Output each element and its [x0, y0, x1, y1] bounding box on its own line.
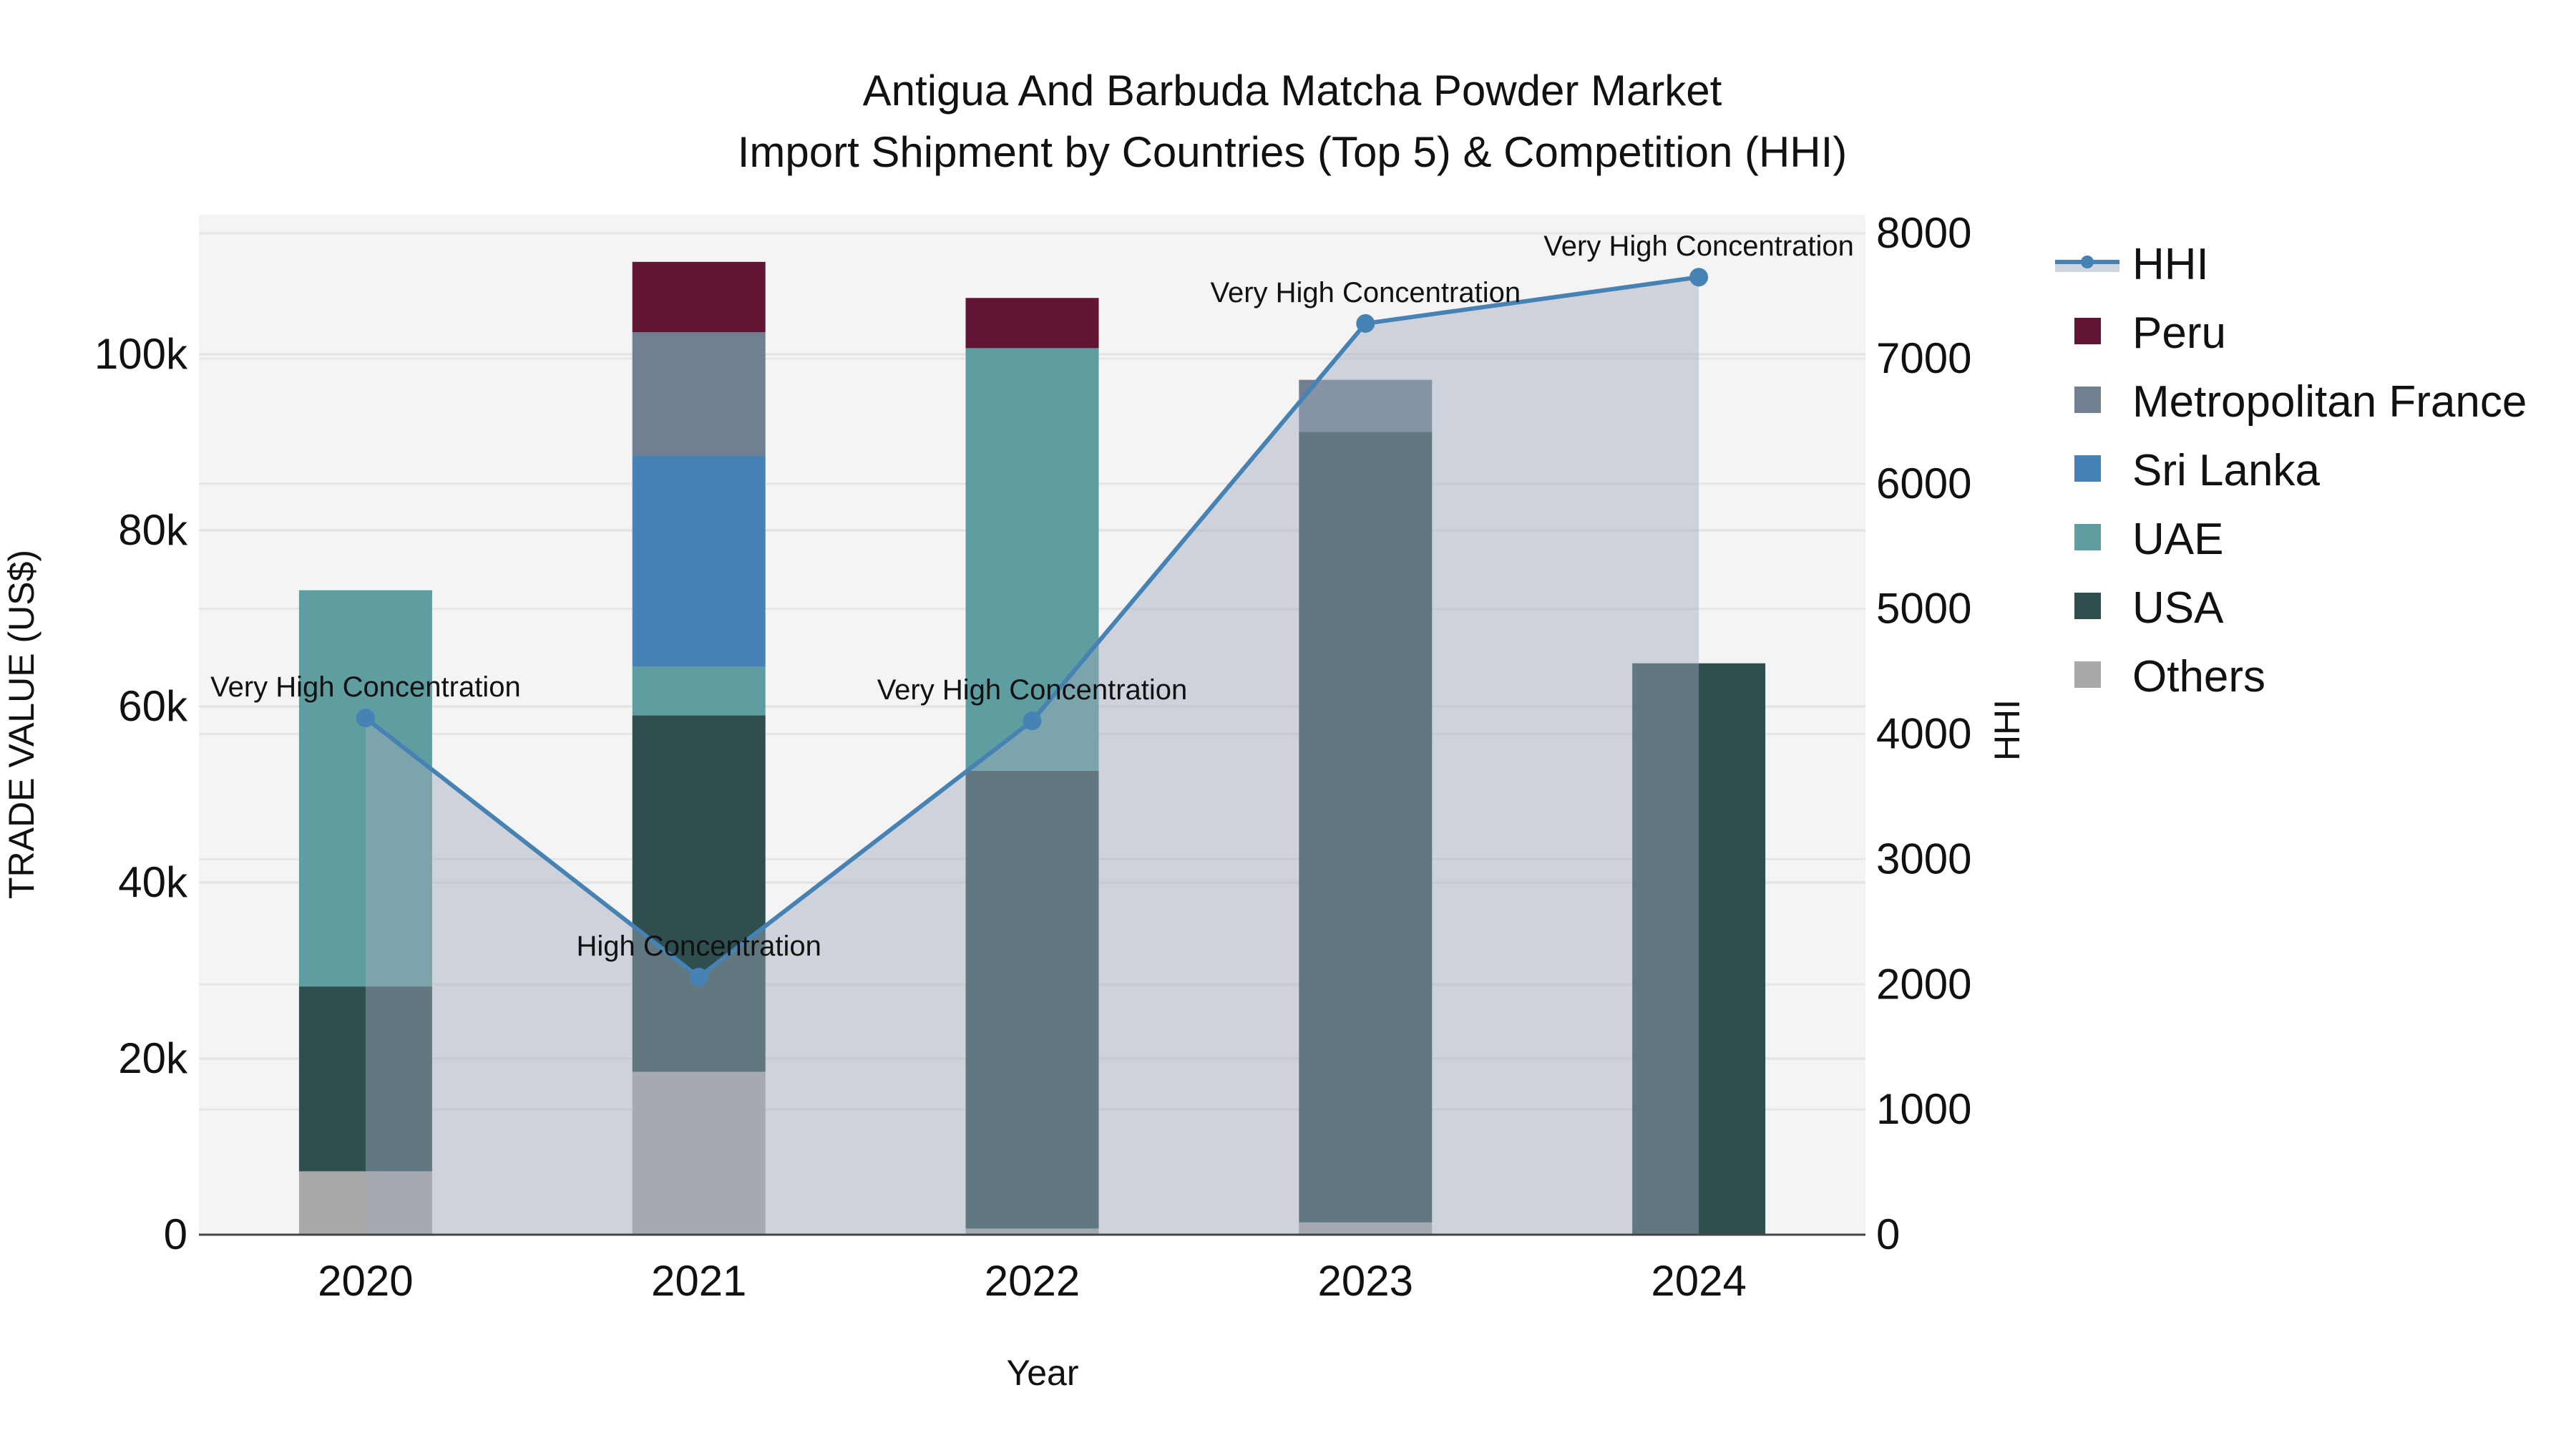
- chart-title-line2: Import Shipment by Countries (Top 5) & C…: [738, 128, 1848, 176]
- hhi-annotation-2024: Very High Concentration: [1543, 230, 1854, 262]
- legend-swatch-icon: [2074, 593, 2101, 619]
- legend-label: Others: [2132, 652, 2265, 701]
- legend-label: Peru: [2132, 308, 2226, 358]
- hhi-annotation-2023: Very High Concentration: [1211, 277, 1521, 308]
- bar-segment-others-2021[interactable]: [632, 1071, 766, 1235]
- hhi-point-2022[interactable]: [1023, 711, 1042, 731]
- bar-segment-usa-2023[interactable]: [1299, 432, 1433, 1223]
- y-right-ticks: 0 1000 2000 3000 4000 5000 6000 7000 8000: [1876, 209, 1971, 1258]
- chart-title-line1: Antigua And Barbuda Matcha Powder Market: [863, 67, 1722, 115]
- legend-swatch-icon: [2074, 318, 2101, 344]
- y-left-axis-title: TRADE VALUE (US$): [1, 550, 42, 899]
- x-tick-label-2023: 2023: [1318, 1257, 1413, 1305]
- hhi-annotation-2020: Very High Concentration: [210, 671, 521, 703]
- y-left-tick-label: 20k: [118, 1034, 188, 1082]
- y-right-tick-label: 2000: [1876, 960, 1971, 1008]
- y-right-tick-label: 4000: [1876, 710, 1971, 758]
- hhi-point-2024[interactable]: [1689, 268, 1709, 287]
- hhi-line: [356, 268, 1709, 987]
- legend: HHI Peru Metropolitan France Sri Lanka UAE US…: [2055, 240, 2527, 701]
- bar-segment-others-2022[interactable]: [965, 1228, 1099, 1235]
- y-right-tick-label: 3000: [1876, 835, 1971, 883]
- legend-item-sri-lanka[interactable]: Sri Lanka: [2074, 446, 2320, 495]
- hhi-point-2021[interactable]: [689, 968, 708, 987]
- legend-item-usa[interactable]: USA: [2074, 583, 2224, 633]
- y-left-tick-label: 100k: [94, 330, 188, 378]
- x-axis-title: Year: [1006, 1353, 1078, 1393]
- y-left-tick-label: 40k: [118, 858, 188, 906]
- y-right-tick-label: 1000: [1876, 1085, 1971, 1133]
- x-tick-label-2020: 2020: [318, 1257, 413, 1305]
- bar-segment-metropolitan-france-2023[interactable]: [1299, 379, 1433, 432]
- legend-swatch-icon: [2074, 387, 2101, 413]
- legend-label: Metropolitan France: [2132, 377, 2527, 427]
- legend-marker-icon: [2081, 256, 2094, 268]
- legend-swatch-icon: [2074, 661, 2101, 688]
- legend-label: USA: [2132, 583, 2224, 633]
- legend-item-uae[interactable]: UAE: [2074, 515, 2223, 564]
- hhi-annotation-2022: Very High Concentration: [877, 674, 1188, 706]
- legend-item-hhi[interactable]: HHI: [2055, 240, 2209, 289]
- legend-item-metropolitan-france[interactable]: Metropolitan France: [2074, 377, 2527, 427]
- legend-label: HHI: [2132, 240, 2209, 289]
- hhi-annotation-2021: High Concentration: [576, 930, 821, 962]
- bar-segment-usa-2020[interactable]: [298, 986, 432, 1172]
- bar-segment-others-2020[interactable]: [298, 1171, 432, 1235]
- bar-segment-others-2023[interactable]: [1299, 1222, 1433, 1235]
- y-right-tick-label: 0: [1876, 1210, 1900, 1258]
- y-left-tick-label: 60k: [118, 682, 188, 730]
- bar-segment-uae-2020[interactable]: [298, 590, 432, 987]
- y-right-tick-label: 8000: [1876, 209, 1971, 257]
- bar-segment-usa-2021[interactable]: [632, 715, 766, 1072]
- legend-item-others[interactable]: Others: [2074, 652, 2265, 701]
- bar-segment-peru-2022[interactable]: [965, 298, 1099, 349]
- bar-segment-usa-2022[interactable]: [965, 770, 1099, 1229]
- bar-segment-uae-2021[interactable]: [632, 666, 766, 716]
- stacked-bars: [298, 261, 1766, 1235]
- y-right-tick-label: 7000: [1876, 334, 1971, 382]
- legend-label: Sri Lanka: [2132, 446, 2320, 495]
- hhi-area-fill: [365, 277, 1699, 1235]
- legend-swatch-icon: [2074, 455, 2101, 482]
- y-left-tick-label: 0: [164, 1210, 187, 1258]
- hhi-point-2020[interactable]: [356, 709, 375, 728]
- hhi-point-2023[interactable]: [1356, 314, 1375, 333]
- bar-segment-sri-lanka-2021[interactable]: [632, 455, 766, 667]
- bar-segment-peru-2021[interactable]: [632, 261, 766, 333]
- x-tick-label-2022: 2022: [985, 1257, 1080, 1305]
- bar-segment-metropolitan-france-2021[interactable]: [632, 332, 766, 456]
- bar-segment-usa-2024[interactable]: [1632, 663, 1766, 1235]
- legend-label: UAE: [2132, 515, 2223, 564]
- y-right-tick-label: 5000: [1876, 585, 1971, 633]
- x-tick-label-2021: 2021: [651, 1257, 746, 1305]
- hhi-area: [365, 277, 1699, 1235]
- legend-swatch-icon: [2074, 524, 2101, 550]
- hhi-annotations: Very High Concentration High Concentratio…: [210, 230, 1854, 962]
- x-ticks: 2020 2021 2022 2023 2024: [318, 1257, 1747, 1305]
- y-left-tick-label: 80k: [118, 506, 188, 554]
- y-right-axis-title: HHI: [1987, 699, 2027, 761]
- x-tick-label-2024: 2024: [1651, 1257, 1746, 1305]
- bar-segment-uae-2022[interactable]: [965, 348, 1099, 771]
- legend-item-peru[interactable]: Peru: [2074, 308, 2226, 358]
- y-left-ticks: 0 20k 40k 60k 80k 100k: [94, 330, 188, 1258]
- y-right-tick-label: 6000: [1876, 460, 1971, 507]
